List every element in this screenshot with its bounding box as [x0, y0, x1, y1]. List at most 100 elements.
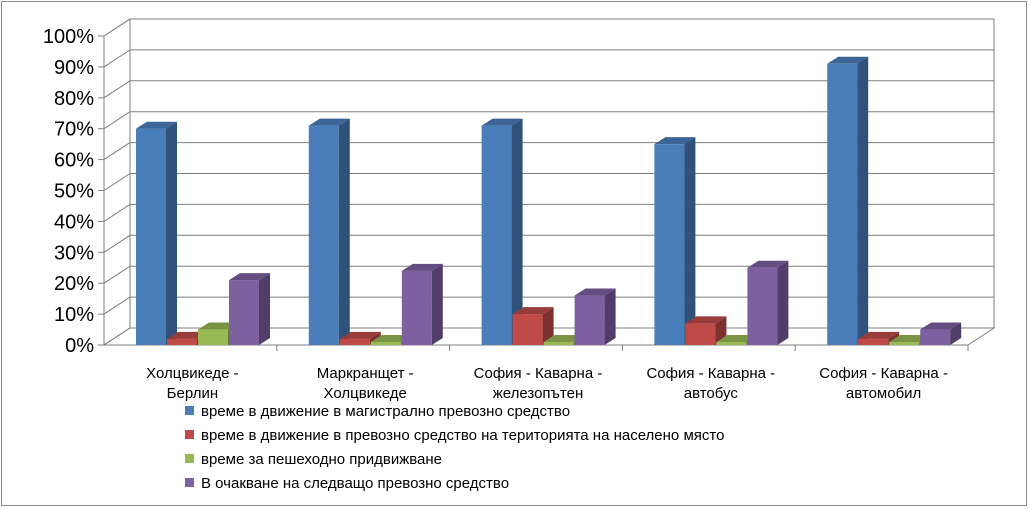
- y-tick-label: 70%: [54, 119, 94, 141]
- bar-top: [308, 118, 350, 126]
- x-tick-label: София - Каварна -: [646, 365, 775, 382]
- bar: [401, 263, 443, 345]
- legend-entry: време в движение в магистрално превозно …: [201, 403, 570, 420]
- bar-front: [747, 267, 778, 345]
- x-tick-label: автомобил: [846, 385, 921, 402]
- y-axis-ticks: 0% 10% 20% 30% 40% 50% 60% 70% 80% 90% 100%: [43, 26, 94, 357]
- gridline: [103, 49, 994, 68]
- bar-side: [259, 273, 270, 345]
- x-tick-label: Маркранщет -: [317, 365, 414, 382]
- bar: [308, 118, 350, 345]
- bar-front: [370, 342, 401, 345]
- legend-entry: време за пешеходно придвижване: [201, 451, 442, 468]
- legend-entry: В очакване на следващо превозно средство: [201, 475, 509, 492]
- gridline: [103, 265, 994, 284]
- y-tick-label: 80%: [54, 88, 94, 110]
- bar-top: [481, 118, 523, 126]
- bar: [747, 260, 789, 345]
- bar-top: [889, 335, 931, 342]
- bar-top: [574, 288, 616, 296]
- bar-side: [431, 263, 443, 345]
- bar-side: [604, 288, 616, 345]
- bar-top: [512, 307, 554, 315]
- bar-top: [858, 331, 900, 339]
- x-axis-ticks: Холцвикеде - Берлин Маркранщет - Холцвикеде…: [146, 365, 948, 402]
- bar-top: [827, 56, 869, 64]
- legend: време в движение в магистрално превозно …: [185, 403, 724, 492]
- bars: [136, 56, 962, 346]
- bar-top: [370, 335, 412, 342]
- bar-top: [167, 331, 208, 339]
- legend-swatch: [185, 454, 194, 463]
- bar-front: [716, 342, 747, 345]
- bar-front: [858, 338, 889, 345]
- bar-side: [777, 260, 789, 345]
- x-tick-label: София - Каварна -: [474, 365, 603, 382]
- y-tick-label: 30%: [54, 242, 94, 264]
- bar-front: [920, 329, 951, 345]
- bar-front: [574, 295, 605, 345]
- bar: [920, 322, 962, 345]
- bar-front: [512, 314, 543, 345]
- bar-front: [339, 338, 370, 345]
- y-tick-label: 100%: [43, 26, 94, 48]
- y-tick-label: 90%: [54, 57, 94, 79]
- bar-side: [684, 137, 696, 345]
- x-tick-label: железопътен: [493, 385, 584, 402]
- gridline: [103, 80, 994, 99]
- bar-side: [857, 56, 869, 346]
- bar-top: [747, 260, 789, 268]
- bar: [229, 273, 270, 345]
- bar-top: [401, 263, 443, 271]
- gridline: [103, 173, 994, 191]
- y-tick-label: 20%: [54, 273, 94, 295]
- legend-swatch: [185, 478, 194, 487]
- bar-top: [685, 316, 727, 324]
- bar-front: [889, 342, 920, 345]
- bar-side: [542, 307, 554, 345]
- x-tick-label: София - Каварна -: [819, 365, 948, 382]
- bar-front: [136, 128, 166, 345]
- bar-top: [136, 121, 177, 129]
- bar-top: [229, 273, 270, 281]
- bar: [512, 307, 554, 345]
- gridline: [103, 296, 994, 315]
- bar-side: [511, 118, 523, 345]
- bar-side: [338, 118, 350, 345]
- x-tick-label: Холцвикеде: [324, 385, 407, 402]
- bar-top: [543, 335, 585, 342]
- gridline: [103, 111, 994, 130]
- y-tick-label: 40%: [54, 211, 94, 233]
- bar-front: [401, 270, 432, 345]
- gridlines: [98, 18, 994, 351]
- bar-front: [827, 63, 858, 346]
- bar-side: [166, 121, 177, 345]
- y-tick-label: 10%: [54, 304, 94, 326]
- gridline: [103, 203, 994, 222]
- x-tick-label: автобус: [684, 385, 739, 402]
- x-tick-label: Холцвикеде -: [146, 365, 239, 382]
- legend-swatch: [185, 430, 194, 439]
- gridline: [103, 234, 994, 253]
- y-tick-label: 0%: [65, 335, 94, 357]
- bar: [654, 137, 696, 345]
- bar-front: [308, 125, 339, 345]
- bar: [481, 118, 523, 345]
- bar-front: [229, 280, 259, 345]
- legend-swatch: [185, 406, 194, 415]
- bar-top: [198, 322, 239, 330]
- gridline: [103, 142, 994, 161]
- bar-front: [481, 125, 512, 345]
- y-tick-label: 50%: [54, 181, 94, 203]
- x-tick-label: Берлин: [167, 385, 218, 402]
- bar-front: [167, 338, 197, 345]
- bar: [574, 288, 616, 345]
- bar-top: [654, 137, 696, 145]
- bar-front: [198, 329, 228, 345]
- bar: [827, 56, 869, 346]
- bar-top: [339, 331, 381, 339]
- bar: [136, 121, 177, 345]
- bar-front: [654, 144, 685, 345]
- bar-top: [920, 322, 962, 330]
